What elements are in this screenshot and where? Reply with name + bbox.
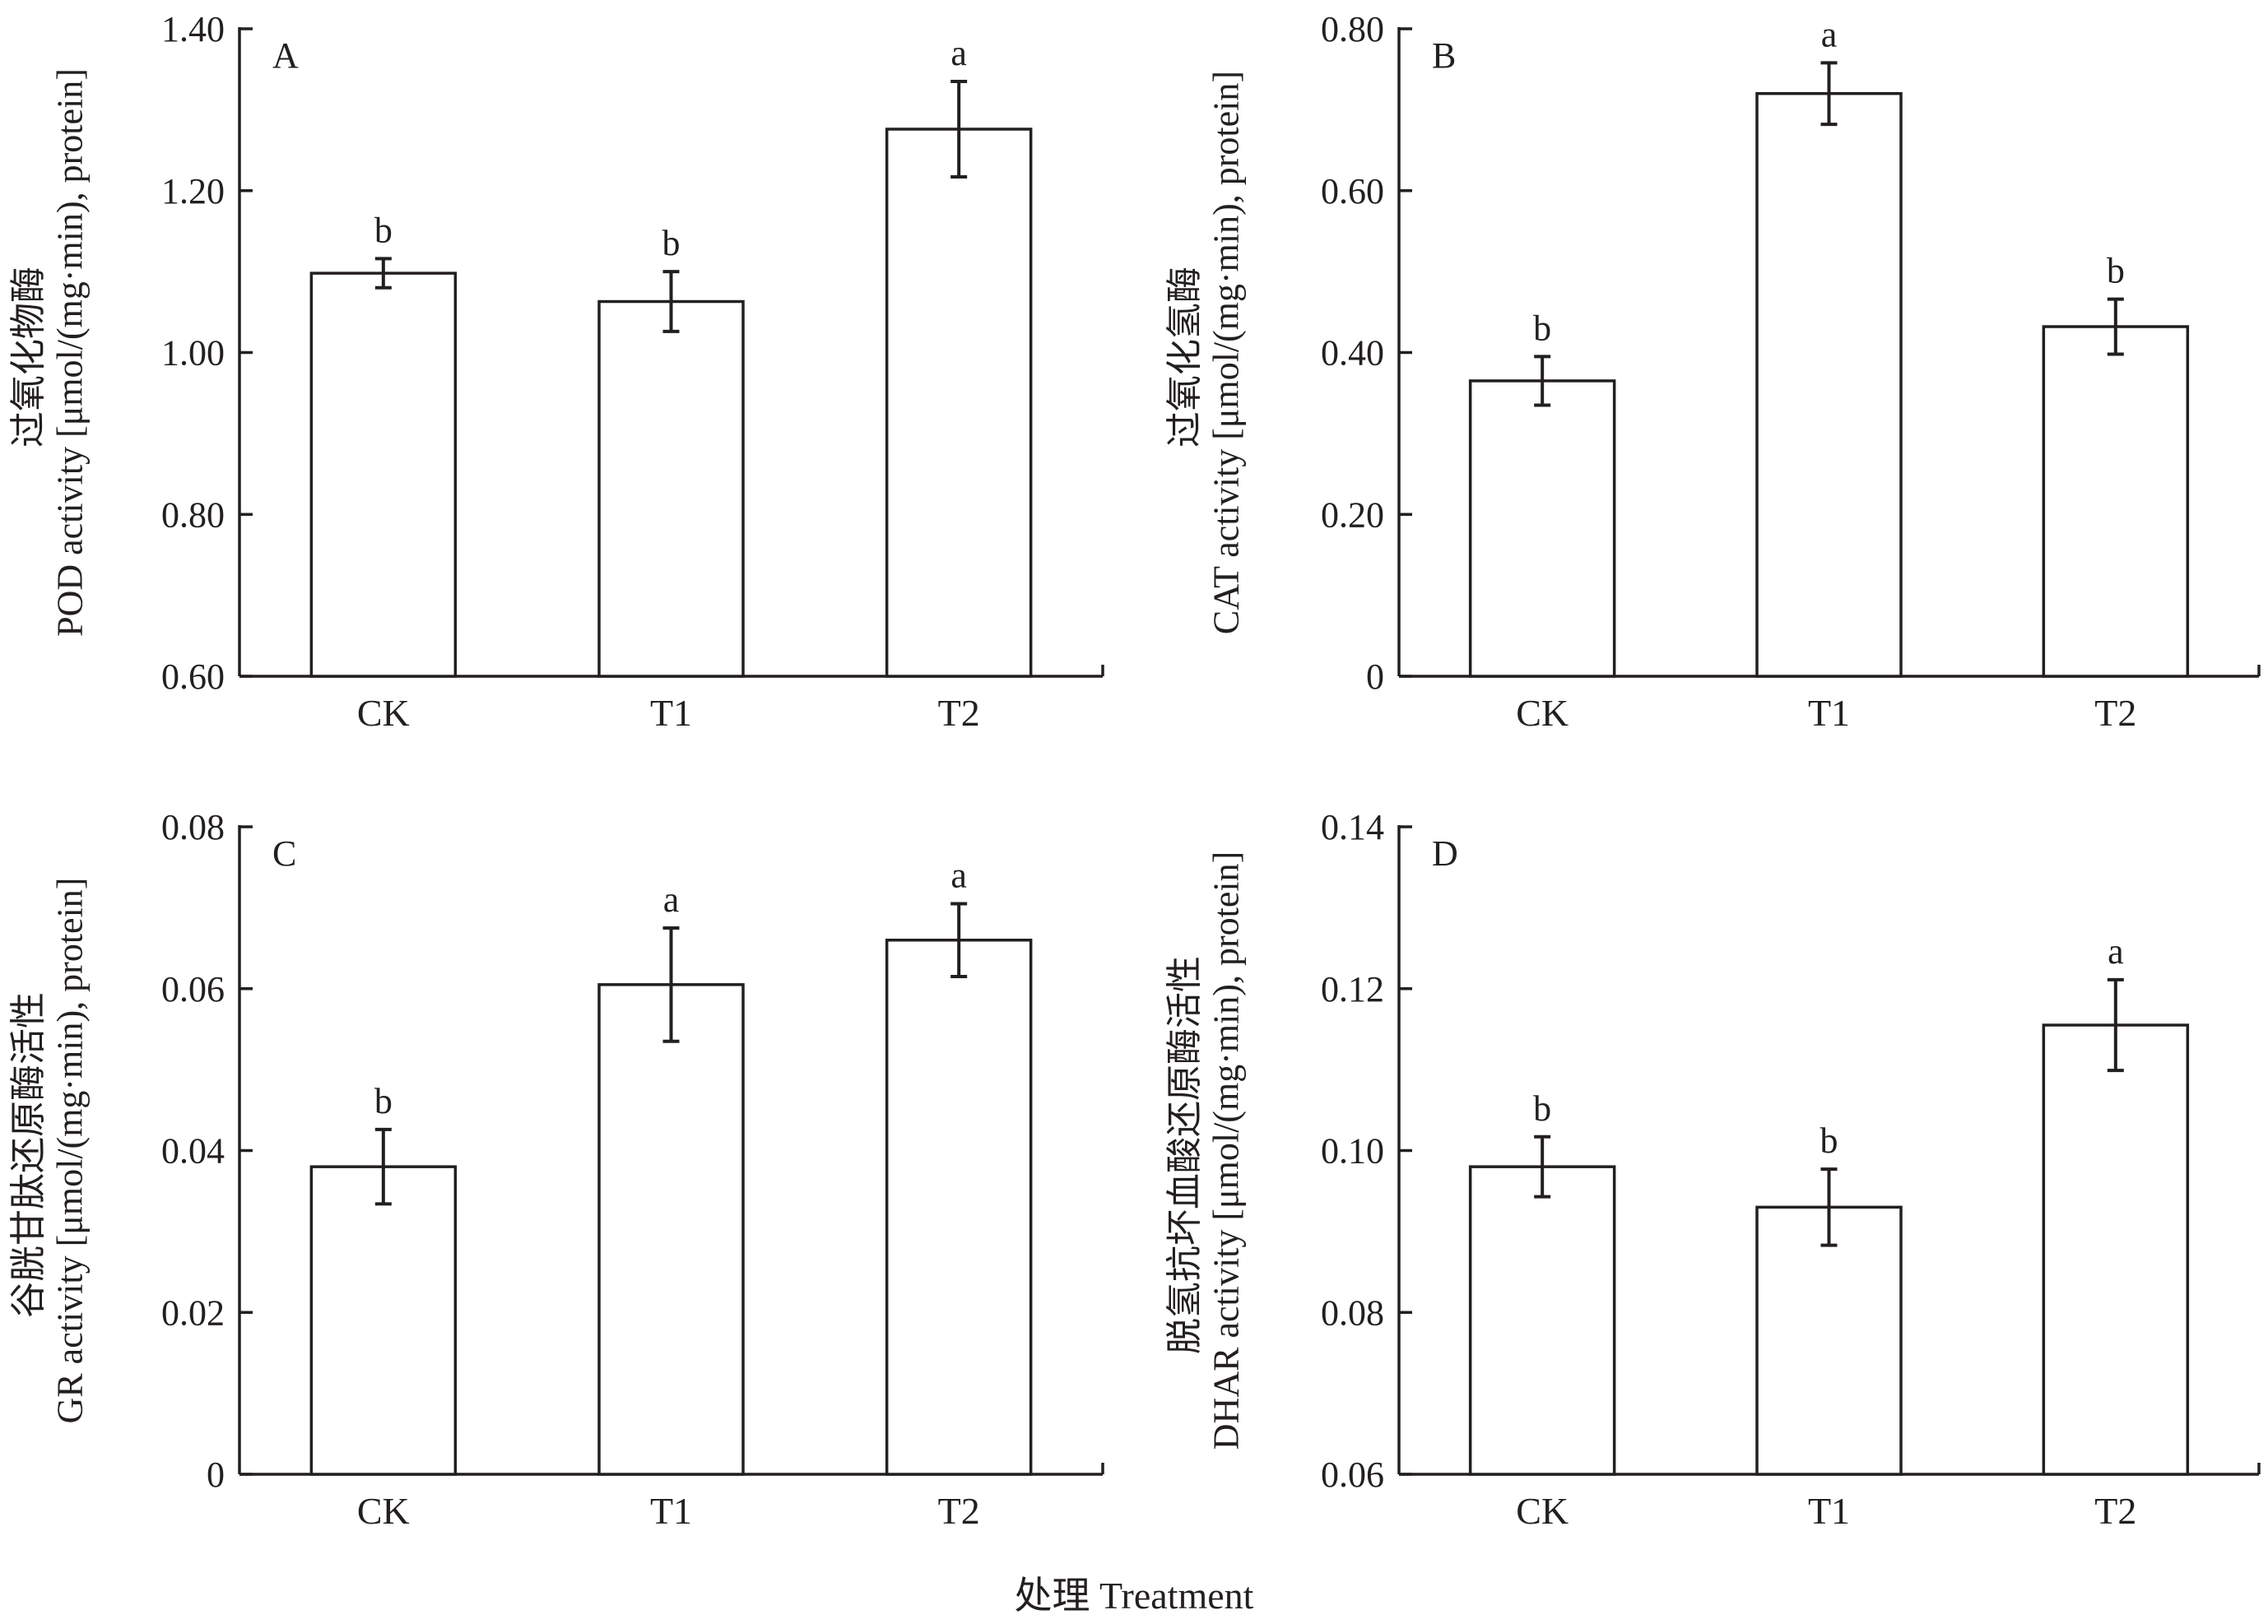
panel-label: C xyxy=(272,833,296,874)
category-label-t1: T1 xyxy=(650,692,692,734)
y-tick-label: 0.10 xyxy=(1321,1131,1384,1172)
bar-t2 xyxy=(2042,325,2190,678)
category-label-t2: T2 xyxy=(938,692,980,734)
y-tick-label: 1.20 xyxy=(161,171,225,211)
y-tick-label: 0.14 xyxy=(1321,807,1384,847)
category-label-ck: CK xyxy=(1516,692,1569,734)
bar-ck xyxy=(309,271,458,678)
category-label-t1: T1 xyxy=(1808,692,1850,734)
significance-letter: b xyxy=(1820,1121,1838,1161)
significance-letter: b xyxy=(2107,251,2125,291)
y-tick-label: 1.40 xyxy=(161,9,225,49)
x-axis-title: 处理 Treatment xyxy=(1015,1575,1254,1617)
significance-letter: b xyxy=(1533,308,1551,348)
y-axis-title: 过氧化氢酶 CAT activity [μmol/(mg·min), prote… xyxy=(1164,71,1247,634)
significance-letter: a xyxy=(1821,14,1838,54)
y-tick-label: 0.20 xyxy=(1321,494,1384,535)
y-tick-label: 1.00 xyxy=(161,333,225,374)
bar-t1 xyxy=(1755,1205,1903,1476)
y-tick-label: 0 xyxy=(1366,657,1384,697)
y-axis-title: 过氧化物酶 POD activity [μmol/(mg·min), prote… xyxy=(8,68,91,637)
y-tick-label: 0.04 xyxy=(161,1131,225,1172)
category-label-t1: T1 xyxy=(1808,1490,1850,1532)
y-tick-label: 0.12 xyxy=(1321,969,1384,1009)
y-axis-title: 脱氢抗坏血酸还原酶活性 DHAR activity [μmol/(mg·min)… xyxy=(1164,851,1247,1450)
category-label-ck: CK xyxy=(1516,1490,1569,1532)
bar-ck xyxy=(309,1165,458,1476)
y-tick-label: 0.08 xyxy=(1321,1292,1384,1333)
y-tick-label: 0.80 xyxy=(161,494,225,535)
chart-panel-a: 0.60 0.80 1.00 1.20 1.40 Ab CK b T1 a T2 过氧化物酶 POD … xyxy=(8,9,1104,734)
panel-label: B xyxy=(1432,35,1456,76)
bar-t1 xyxy=(1755,91,1903,678)
category-label-ck: CK xyxy=(357,692,410,734)
y-tick-label: 0.08 xyxy=(161,807,225,847)
y-tick-label: 0.60 xyxy=(161,657,225,697)
significance-letter: a xyxy=(663,879,680,920)
panels: 0.60 0.80 1.00 1.20 1.40 Ab CK b T1 a T2 过氧化物酶 POD … xyxy=(8,9,2261,1532)
significance-letter: a xyxy=(950,855,967,895)
bar-t2 xyxy=(885,128,1033,678)
significance-letter: a xyxy=(2108,931,2124,972)
significance-letter: b xyxy=(1533,1088,1551,1129)
y-tick-label: 0.06 xyxy=(1321,1455,1384,1495)
bar-t2 xyxy=(885,938,1033,1476)
significance-letter: a xyxy=(950,33,967,73)
y-tick-label: 0.80 xyxy=(1321,9,1384,49)
significance-letter: b xyxy=(374,1081,393,1121)
panel-label: A xyxy=(272,35,299,76)
chart-panel-c: 0 0.02 0.04 0.06 0.08 Cb CK a T1 a T2 谷胱甘肽还原酶活性 GR … xyxy=(8,807,1104,1532)
y-tick-label: 0 xyxy=(207,1455,225,1495)
category-label-ck: CK xyxy=(357,1490,410,1532)
y-tick-label: 0.60 xyxy=(1321,171,1384,211)
category-label-t2: T2 xyxy=(2094,692,2136,734)
significance-letter: b xyxy=(374,210,393,250)
y-tick-label: 0.40 xyxy=(1321,333,1384,374)
significance-letter: b xyxy=(662,223,681,263)
y-tick-label: 0.02 xyxy=(161,1292,225,1333)
category-label-t1: T1 xyxy=(650,1490,692,1532)
bar-ck xyxy=(1468,379,1616,678)
bar-t1 xyxy=(597,983,745,1476)
category-label-t2: T2 xyxy=(2094,1490,2136,1532)
bar-ck xyxy=(1468,1165,1616,1476)
chart-panel-b: 0 0.20 0.40 0.60 0.80 Bb CK a T1 b T2 过氧化氢酶 CAT act… xyxy=(1164,9,2261,734)
y-tick-label: 0.06 xyxy=(161,969,225,1009)
bar-t2 xyxy=(2042,1023,2190,1476)
y-axis-title: 谷胱甘肽还原酶活性 GR activity [μmol/(mg·min), pr… xyxy=(8,878,91,1424)
chart-panel-d: 0.06 0.08 0.10 0.12 0.14 Db CK b T1 a T2 脱氢抗坏血酸还原酶活… xyxy=(1164,807,2261,1532)
category-label-t2: T2 xyxy=(938,1490,980,1532)
bar-t1 xyxy=(597,299,745,678)
panel-label: D xyxy=(1432,833,1458,874)
